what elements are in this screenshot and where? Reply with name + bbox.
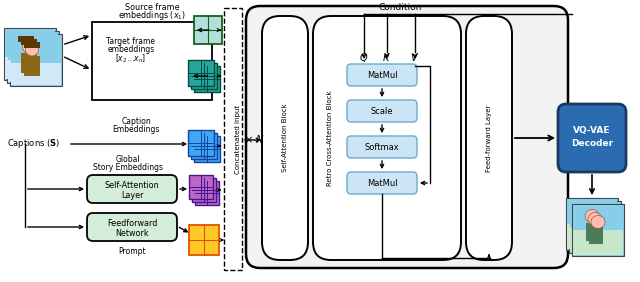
Text: Source frame: Source frame [125,3,179,12]
Bar [189,225,219,255]
Ellipse shape [22,41,35,53]
Bar [583,220,597,238]
Bar [24,42,40,48]
Bar [24,56,40,76]
FancyBboxPatch shape [87,213,177,241]
Bar [194,136,220,162]
Ellipse shape [26,44,38,56]
Text: Self-Attention Block: Self-Attention Block [282,103,288,172]
FancyBboxPatch shape [347,172,417,194]
FancyBboxPatch shape [347,136,417,158]
Text: Prompt: Prompt [118,248,146,257]
Bar [4,28,56,80]
Bar [194,16,222,44]
Text: Story Embeddings: Story Embeddings [93,164,163,173]
Text: VQ-VAE: VQ-VAE [573,125,611,135]
Bar [572,204,624,256]
Bar [21,39,37,45]
FancyBboxPatch shape [347,100,417,122]
Text: $V$: $V$ [410,51,420,63]
Ellipse shape [588,213,602,226]
FancyBboxPatch shape [558,104,626,172]
Ellipse shape [585,210,599,222]
Text: Captions ($\mathbf{S}$): Captions ($\mathbf{S}$) [7,138,60,151]
Bar [567,224,617,249]
Bar [10,34,62,86]
Bar [21,53,37,73]
Text: MatMul: MatMul [367,70,397,80]
Bar [8,32,58,61]
Bar [5,57,55,79]
Bar [570,202,620,228]
Text: Caption: Caption [121,118,151,127]
Bar [188,130,214,156]
Bar [8,60,58,82]
Text: Decoder: Decoder [571,138,613,147]
Text: Global: Global [116,155,140,164]
Ellipse shape [19,38,33,50]
Bar [189,175,213,199]
FancyBboxPatch shape [246,6,568,268]
Text: MatMul: MatMul [367,179,397,188]
Bar [569,201,621,253]
Text: Softmax: Softmax [365,142,399,151]
Text: embeddings: embeddings [108,45,155,54]
FancyBboxPatch shape [313,16,461,260]
Bar [191,133,217,159]
Text: $Q$: $Q$ [359,50,369,63]
Bar [573,205,623,231]
Text: Layer: Layer [121,191,143,199]
Text: Feedforward: Feedforward [107,219,157,228]
Text: Target frame: Target frame [106,38,156,47]
Bar [18,50,34,70]
Bar [194,66,220,92]
Text: Condition: Condition [378,3,422,12]
Bar [570,227,620,252]
Bar [191,63,217,89]
FancyBboxPatch shape [87,175,177,203]
Bar [589,226,603,244]
Bar [11,63,61,85]
Bar [586,223,600,241]
Bar [573,230,623,255]
Bar [5,29,55,58]
Text: × N: × N [244,135,263,145]
Bar [92,22,212,100]
Bar [567,199,617,225]
Text: embeddings $(x_1)$: embeddings $(x_1)$ [118,10,186,23]
Text: Scale: Scale [371,107,394,116]
FancyBboxPatch shape [466,16,512,260]
Bar [18,36,34,42]
Bar [224,8,242,270]
Bar [188,60,214,86]
Ellipse shape [591,215,605,228]
Text: $K$: $K$ [383,51,392,63]
Text: Concatenated Input: Concatenated Input [235,104,241,173]
Bar [11,35,61,64]
Bar [195,181,219,205]
Bar [7,31,59,83]
Text: Embeddings: Embeddings [112,125,160,135]
Text: Feed-forward Layer: Feed-forward Layer [486,104,492,172]
FancyBboxPatch shape [262,16,308,260]
Text: Network: Network [115,228,149,237]
Text: Retro Cross-Attention Block: Retro Cross-Attention Block [327,90,333,186]
Text: Self-Attention: Self-Attention [105,182,159,191]
Text: $[x_2 \ldots x_n]$: $[x_2 \ldots x_n]$ [115,53,147,65]
Bar [566,198,618,250]
FancyBboxPatch shape [347,64,417,86]
Bar [192,178,216,202]
